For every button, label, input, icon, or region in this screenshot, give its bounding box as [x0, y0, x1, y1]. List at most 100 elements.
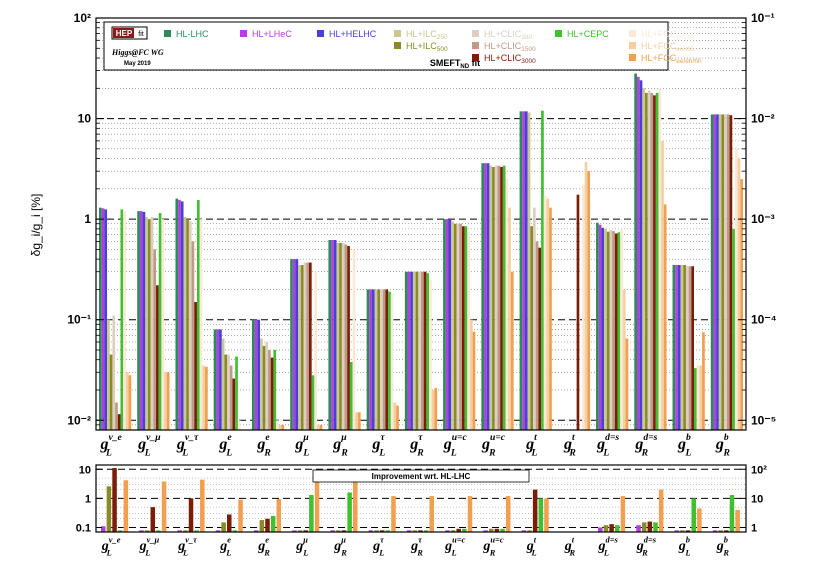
x-tick-label: gt L [526, 535, 537, 557]
inset-bar [467, 496, 473, 532]
x-tick-label: gν_μ L [137, 432, 161, 458]
bar [125, 372, 129, 430]
bar [254, 319, 258, 430]
x-tick-label: gd=s L [598, 535, 618, 557]
bar [314, 271, 318, 430]
bar [538, 247, 542, 430]
bar [661, 140, 664, 430]
x-tick-label: gu=c R [481, 432, 506, 458]
inset-bar [150, 507, 156, 532]
bar [675, 264, 678, 430]
bar [273, 349, 277, 430]
bar [196, 199, 200, 430]
bar [453, 223, 457, 430]
bar [549, 207, 552, 430]
bar [194, 301, 197, 430]
bar [99, 207, 102, 430]
bar [729, 115, 733, 430]
bar [713, 114, 717, 430]
bar [653, 95, 656, 430]
legend-label: HL-LHC [176, 29, 209, 39]
inset-bar [292, 530, 297, 532]
bar [617, 232, 621, 430]
x-tick-label: ge L [218, 432, 232, 458]
inset-bars [101, 468, 740, 532]
x-tick-label: gν_e L [99, 432, 122, 458]
wg-label: Higgs@FC WG [111, 48, 164, 57]
bar [530, 226, 534, 430]
bar [702, 332, 705, 430]
bar [582, 184, 585, 430]
x-tick-label: gμ L [295, 535, 308, 557]
inset-bar [505, 496, 511, 532]
bar [461, 226, 465, 430]
bar [443, 219, 446, 430]
bar [224, 354, 228, 430]
bar [606, 231, 610, 430]
hepfit-logo: HEP fit [111, 26, 148, 40]
bar [147, 219, 151, 430]
bar [604, 228, 607, 430]
bar [120, 209, 124, 430]
y-tick-label-right: 10⁻⁴ [751, 313, 777, 327]
bar [369, 289, 373, 430]
bar [688, 266, 692, 430]
inset-bar [379, 530, 385, 532]
x-tick-label: gν_τ L [177, 535, 197, 557]
bar [377, 289, 381, 430]
bar [726, 114, 730, 430]
bar [434, 387, 438, 430]
bar [407, 271, 411, 430]
legend-label: HL+CLIC380 [484, 29, 532, 41]
y-tick-label: 10² [74, 11, 91, 25]
bar [694, 368, 697, 430]
bar [672, 264, 676, 430]
bar [270, 357, 274, 430]
inset-bar [238, 499, 243, 532]
bar [535, 241, 539, 430]
legend-swatch [629, 30, 636, 37]
inset-bar [259, 520, 265, 532]
inset-bar [276, 499, 282, 532]
bar [107, 319, 110, 430]
bar [393, 402, 397, 430]
bar [500, 166, 503, 430]
bar [278, 424, 282, 430]
bar [300, 264, 304, 430]
bar [372, 289, 375, 430]
inset-bar [253, 530, 259, 532]
bar [724, 114, 727, 430]
inset-bar [353, 479, 358, 532]
bar [260, 338, 263, 430]
inset-bar [188, 498, 194, 532]
inset-bar [450, 530, 456, 532]
bar [625, 338, 629, 430]
inset-bar [423, 530, 429, 532]
bar [235, 356, 238, 430]
bar [339, 242, 342, 430]
bar [645, 92, 648, 431]
inset-bar [330, 530, 335, 532]
inset-bar [123, 480, 129, 532]
bar [584, 161, 588, 430]
bar [721, 114, 725, 430]
bar [451, 221, 454, 430]
bar [357, 412, 361, 430]
y-tick-label: 10⁻² [67, 413, 91, 427]
bar [639, 80, 643, 430]
legend-swatch [317, 30, 324, 37]
bar [421, 271, 424, 430]
bar [718, 114, 722, 430]
x-tick-label: gu=c L [444, 535, 465, 557]
bar [472, 331, 476, 430]
legend-swatch [629, 54, 636, 61]
inset-bar [183, 530, 188, 532]
inset-bar [445, 530, 450, 532]
bar [418, 271, 421, 430]
bar [303, 262, 307, 430]
bar [710, 114, 714, 430]
inset-y-tick-label: 0.1 [76, 522, 91, 534]
bar [467, 231, 470, 430]
y-tick-label: 10 [78, 112, 92, 126]
bar [459, 223, 462, 430]
